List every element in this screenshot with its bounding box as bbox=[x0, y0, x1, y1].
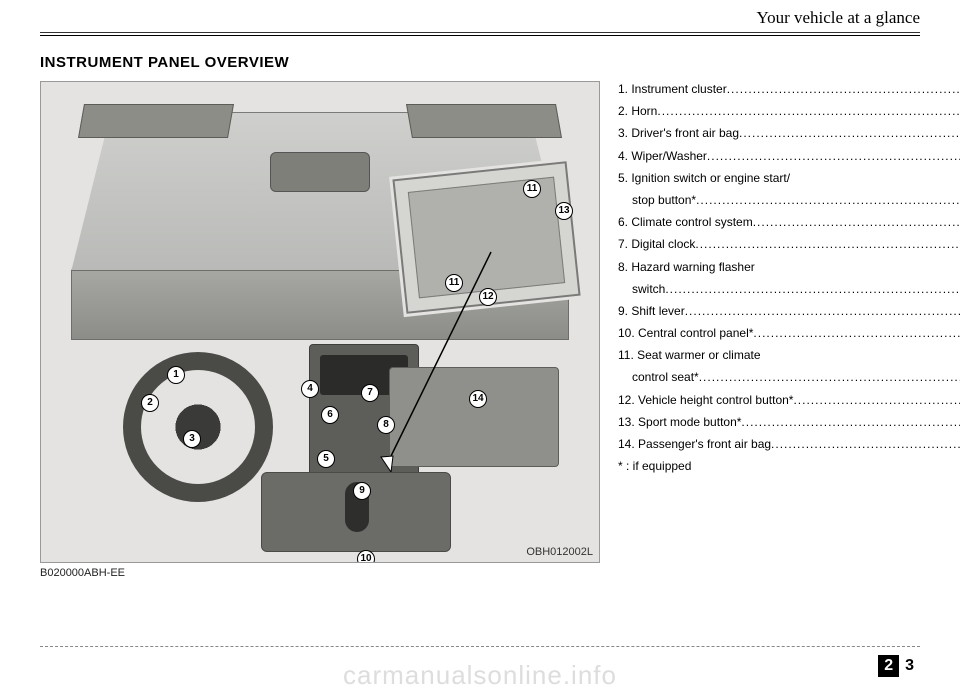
callout-number: 4 bbox=[301, 380, 319, 398]
leader-dots bbox=[739, 125, 960, 141]
list-item-sub: stop button* 5-4, 5-7 bbox=[618, 192, 960, 208]
header-rule-thick bbox=[40, 35, 920, 36]
callout-number: 1 bbox=[167, 366, 185, 384]
leader-dots bbox=[741, 414, 960, 430]
rearview-mirror bbox=[270, 152, 370, 192]
item-sublabel: control seat* bbox=[632, 369, 699, 385]
instrument-panel-figure: 123456789101111121314 OBH012002L bbox=[40, 81, 600, 563]
leader-dots bbox=[695, 236, 960, 252]
list-item-sub: control seat* 3-8, 3-9 bbox=[618, 369, 960, 385]
callout-number: 11 bbox=[445, 274, 463, 292]
callout-number: 10 bbox=[357, 550, 375, 563]
callout-number: 7 bbox=[361, 384, 379, 402]
callout-number: 5 bbox=[317, 450, 335, 468]
item-label: 13. Sport mode button* bbox=[618, 414, 741, 430]
item-label: 12. Vehicle height control button* bbox=[618, 392, 793, 408]
leader-dots bbox=[771, 436, 960, 452]
leader-dots bbox=[685, 303, 960, 319]
list-item: 1. Instrument cluster4-48 bbox=[618, 81, 960, 97]
item-label: 5. Ignition switch or engine start/ bbox=[618, 170, 790, 186]
list-item: 10. Central control panel*4-118 bbox=[618, 325, 960, 341]
item-label: 2. Horn bbox=[618, 103, 657, 119]
callout-number: 9 bbox=[353, 482, 371, 500]
list-item: 3. Driver's front air bag3-45 bbox=[618, 125, 960, 141]
item-label: 9. Shift lever bbox=[618, 303, 685, 319]
manual-page: Your vehicle at a glance INSTRUMENT PANE… bbox=[0, 0, 960, 689]
leader-dots bbox=[727, 81, 960, 97]
page-chapter-num: 2 bbox=[878, 655, 899, 677]
dashboard-illustration: 123456789101111121314 bbox=[41, 82, 599, 562]
list-item: 14. Passenger's front air bag3-45 bbox=[618, 436, 960, 452]
item-label: 8. Hazard warning flasher bbox=[618, 259, 755, 275]
callout-number: 8 bbox=[377, 416, 395, 434]
item-label: 4. Wiper/Washer bbox=[618, 148, 707, 164]
callout-number: 6 bbox=[321, 406, 339, 424]
figure-code-inside: OBH012002L bbox=[526, 546, 593, 558]
watermark: carmanualsonline.info bbox=[0, 660, 960, 691]
item-label: 14. Passenger's front air bag bbox=[618, 436, 771, 452]
list-item: 12. Vehicle height control button*5-36 bbox=[618, 392, 960, 408]
callout-number: 3 bbox=[183, 430, 201, 448]
parts-list: 1. Instrument cluster4-48 2. Horn4-44 3. D… bbox=[618, 81, 960, 579]
chapter-title: Your vehicle at a glance bbox=[40, 8, 920, 28]
list-item: 2. Horn4-44 bbox=[618, 103, 960, 119]
callout-number: 12 bbox=[479, 288, 497, 306]
leader-dots bbox=[707, 148, 960, 164]
item-label: 1. Instrument cluster bbox=[618, 81, 727, 97]
callout-number: 11 bbox=[523, 180, 541, 198]
figure-column: 123456789101111121314 OBH012002L B020000… bbox=[40, 81, 600, 579]
list-item: 8. Hazard warning flasher bbox=[618, 259, 960, 275]
list-item: 5. Ignition switch or engine start/ bbox=[618, 170, 960, 186]
figure-code-below: B020000ABH-EE bbox=[40, 567, 600, 579]
item-label: 10. Central control panel* bbox=[618, 325, 753, 341]
list-item: 6. Climate control system4-93 bbox=[618, 214, 960, 230]
page-number: 2 3 bbox=[878, 655, 918, 677]
steering-wheel bbox=[123, 352, 273, 502]
list-item: 11. Seat warmer or climate bbox=[618, 347, 960, 363]
sunvisor-left bbox=[78, 104, 234, 138]
list-item: 9. Shift lever5-11 bbox=[618, 303, 960, 319]
item-label: 7. Digital clock bbox=[618, 236, 695, 252]
footnote: * : if equipped bbox=[618, 458, 960, 474]
list-item: 7. Digital clock4-113 bbox=[618, 236, 960, 252]
section-title: INSTRUMENT PANEL OVERVIEW bbox=[40, 54, 920, 71]
callout-number: 13 bbox=[555, 202, 573, 220]
page-num: 3 bbox=[901, 655, 918, 677]
footer-divider bbox=[40, 646, 920, 647]
header-rule-thin bbox=[40, 32, 920, 33]
item-sublabel: stop button* bbox=[632, 192, 696, 208]
leader-dots bbox=[665, 281, 960, 297]
item-label: 6. Climate control system bbox=[618, 214, 753, 230]
leader-dots bbox=[657, 103, 960, 119]
item-label: 11. Seat warmer or climate bbox=[618, 347, 761, 363]
leader-dots bbox=[753, 325, 960, 341]
item-label: 3. Driver's front air bag bbox=[618, 125, 739, 141]
glovebox bbox=[389, 367, 559, 467]
list-item: 4. Wiper/Washer4-85 bbox=[618, 148, 960, 164]
list-item-sub: switch 4-77, 6-2 bbox=[618, 281, 960, 297]
leader-dots bbox=[793, 392, 960, 408]
sunvisor-right bbox=[406, 104, 562, 138]
callout-number: 2 bbox=[141, 394, 159, 412]
item-sublabel: switch bbox=[632, 281, 665, 297]
leader-dots bbox=[753, 214, 960, 230]
list-item: 13. Sport mode button*5-35 bbox=[618, 414, 960, 430]
inset-inner bbox=[408, 177, 565, 299]
leader-dots bbox=[699, 369, 960, 385]
callout-number: 14 bbox=[469, 390, 487, 408]
content-row: 123456789101111121314 OBH012002L B020000… bbox=[40, 81, 920, 579]
leader-dots bbox=[696, 192, 960, 208]
